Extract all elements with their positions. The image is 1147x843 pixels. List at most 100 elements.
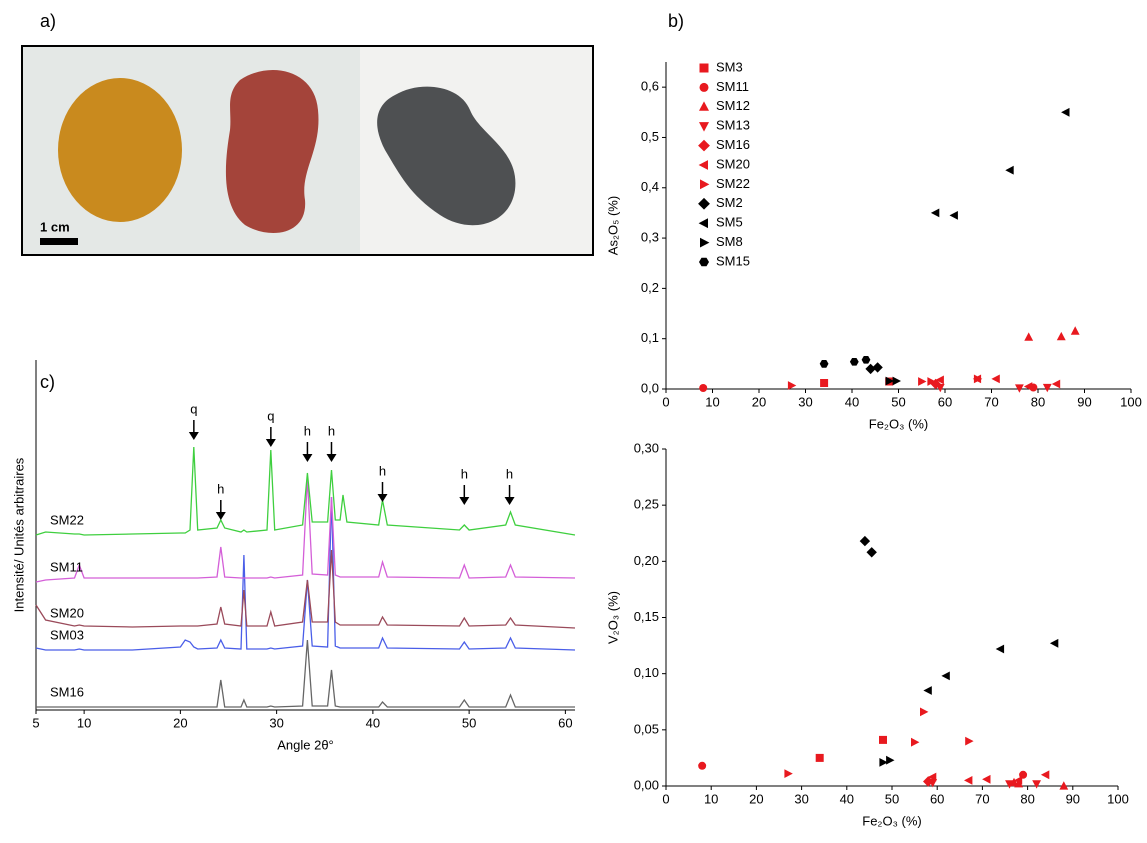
x-axis-label: Fe₂O₃ (%) xyxy=(869,416,928,431)
annotation-arrowhead xyxy=(377,494,388,502)
data-point xyxy=(886,755,895,765)
data-point xyxy=(930,378,941,390)
scale-label: 1 cm xyxy=(40,219,70,234)
annotation-label: h xyxy=(379,463,386,478)
annotation-label: h xyxy=(328,423,335,438)
data-point xyxy=(849,358,859,366)
legend-label: SM15 xyxy=(716,253,750,268)
data-point xyxy=(892,376,901,386)
data-point xyxy=(920,707,929,717)
series-label: SM22 xyxy=(50,512,84,527)
legend-marker xyxy=(699,257,709,267)
annotation-arrowhead xyxy=(265,439,276,447)
data-point xyxy=(1015,384,1024,393)
x-tick-label: 40 xyxy=(366,715,380,730)
annotation-label: q xyxy=(190,401,197,416)
x-tick-label: 20 xyxy=(173,715,187,730)
x-tick-label: 60 xyxy=(938,394,952,409)
data-point xyxy=(973,374,983,384)
data-point xyxy=(1051,379,1061,389)
x-tick-label: 60 xyxy=(558,715,572,730)
data-point xyxy=(911,737,920,747)
data-point xyxy=(784,769,793,778)
data-point xyxy=(861,356,871,364)
data-point xyxy=(1042,383,1052,393)
data-point xyxy=(879,758,888,767)
legend-label: SM13 xyxy=(716,118,750,133)
spectrum-line xyxy=(35,496,576,651)
y-tick-label: 0,1 xyxy=(641,330,659,345)
x-tick-label: 100 xyxy=(1107,791,1129,806)
annotation-label: h xyxy=(304,423,311,438)
x-tick-label: 10 xyxy=(705,394,719,409)
x-tick-label: 60 xyxy=(930,791,944,806)
spectrum-line xyxy=(36,639,575,708)
y-tick-label: 0,4 xyxy=(641,179,659,194)
data-point xyxy=(872,362,883,373)
annotation-arrowhead xyxy=(302,454,313,462)
y-tick-label: 0,10 xyxy=(634,665,659,680)
data-point xyxy=(949,211,958,220)
annotation-arrowhead xyxy=(326,454,337,462)
scale-bar xyxy=(40,238,78,245)
series-label: SM16 xyxy=(50,684,84,699)
data-point xyxy=(918,377,927,386)
data-point xyxy=(1024,332,1034,341)
x-tick-label: 50 xyxy=(462,715,476,730)
legend-label: SM3 xyxy=(716,59,743,74)
data-point xyxy=(965,736,974,746)
y-axis-label: Intensité/ Unités arbitraires xyxy=(11,457,26,612)
x-tick-label: 30 xyxy=(794,791,808,806)
annotation-arrowhead xyxy=(504,497,515,505)
data-point xyxy=(1049,638,1059,648)
legend-label: SM12 xyxy=(716,98,750,113)
legend-marker xyxy=(699,82,709,92)
x-tick-label: 10 xyxy=(704,791,718,806)
x-tick-label: 5 xyxy=(32,715,39,730)
y-axis-label: V₂O₃ (%) xyxy=(605,591,620,644)
data-point xyxy=(819,360,829,368)
panel-label: a) xyxy=(40,11,56,31)
y-tick-label: 0,30 xyxy=(634,440,659,455)
x-tick-label: 100 xyxy=(1120,394,1142,409)
y-tick-label: 0,00 xyxy=(634,777,659,792)
data-point xyxy=(859,535,871,547)
annotation-arrowhead xyxy=(459,497,470,505)
data-point xyxy=(820,379,829,387)
legend-marker xyxy=(698,139,710,152)
y-tick-label: 0,05 xyxy=(634,721,659,736)
data-point xyxy=(923,686,932,695)
y-tick-label: 0,25 xyxy=(634,497,659,512)
legend-marker xyxy=(699,101,709,111)
data-point xyxy=(941,671,950,681)
data-point xyxy=(1070,326,1080,335)
x-tick-label: 90 xyxy=(1066,791,1080,806)
data-point xyxy=(1014,779,1023,788)
data-point xyxy=(927,377,936,386)
y-tick-label: 0,6 xyxy=(641,79,659,94)
data-point xyxy=(927,772,937,782)
legend-marker xyxy=(698,218,708,229)
annotation-label: q xyxy=(267,408,274,423)
x-tick-label: 0 xyxy=(662,791,669,806)
annotation-label: h xyxy=(506,466,513,481)
data-point xyxy=(866,547,877,558)
legend-marker xyxy=(698,160,708,170)
data-point xyxy=(699,383,708,392)
data-point xyxy=(1005,780,1014,789)
data-point xyxy=(865,363,876,375)
x-tick-label: 50 xyxy=(885,791,899,806)
photo: 1 cm xyxy=(21,45,594,256)
data-point xyxy=(991,374,1000,384)
legend-marker xyxy=(700,179,710,190)
x-axis-label: Fe₂O₃ (%) xyxy=(862,813,921,828)
data-point xyxy=(930,208,940,218)
data-point xyxy=(1061,107,1070,117)
data-point xyxy=(1032,780,1041,789)
x-tick-label: 40 xyxy=(845,394,859,409)
x-tick-label: 10 xyxy=(77,715,91,730)
data-point xyxy=(787,381,797,390)
data-point xyxy=(982,774,991,784)
ore-sample xyxy=(58,78,182,222)
legend-label: SM8 xyxy=(716,234,743,249)
